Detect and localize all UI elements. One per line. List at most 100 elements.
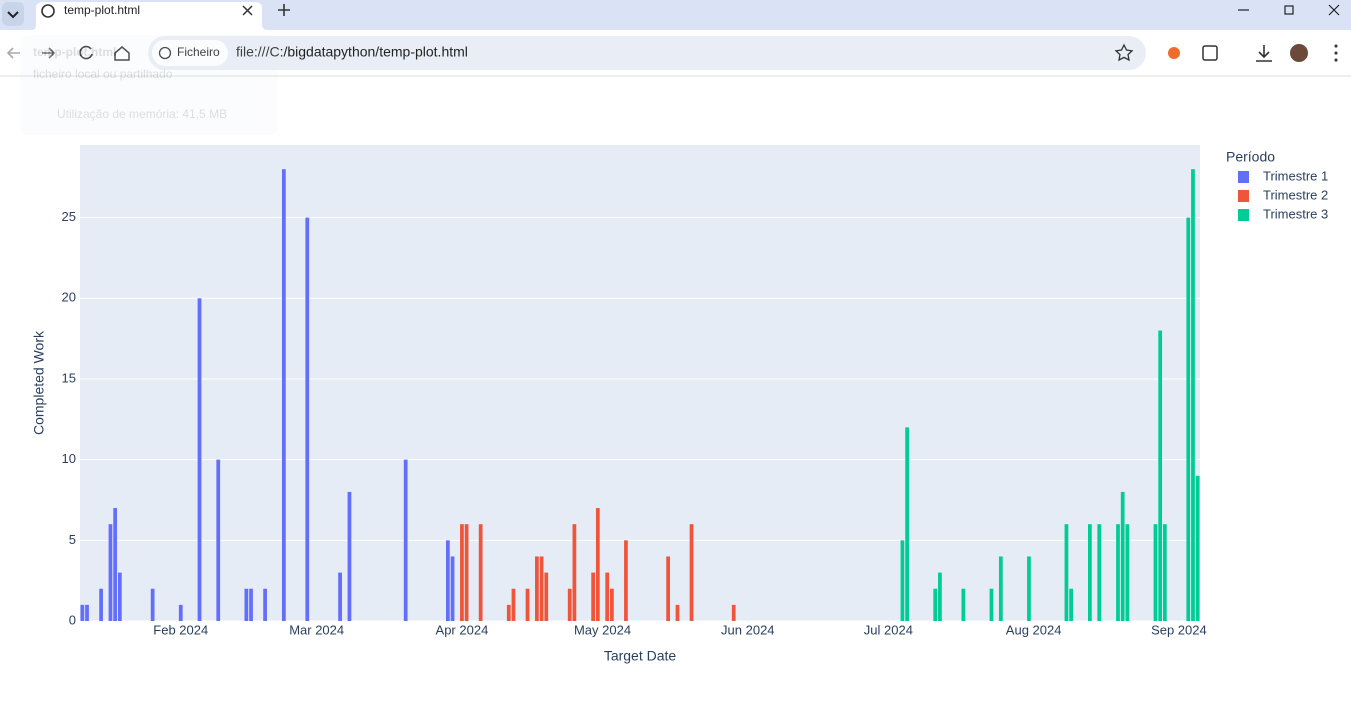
tooltip-box <box>20 35 278 135</box>
bar <box>900 540 905 621</box>
bar <box>731 604 736 621</box>
reload[interactable] <box>79 45 93 60</box>
tab-title: temp-plot.html <box>64 3 140 17</box>
x-axis-title: Target Date <box>604 648 677 664</box>
bar <box>595 508 600 621</box>
x-tick-label: Jun 2024 <box>721 622 775 637</box>
bar <box>938 572 942 621</box>
extensions[interactable] <box>1202 45 1218 61</box>
globe-icon <box>41 4 55 18</box>
address-bar[interactable] <box>148 36 1146 70</box>
bar <box>989 588 994 621</box>
bar <box>1195 475 1200 621</box>
bar <box>591 572 596 621</box>
bar <box>460 524 464 621</box>
bar <box>249 588 253 621</box>
bar <box>338 572 342 621</box>
legend-label: Trimestre 3 <box>1263 206 1328 221</box>
forward[interactable] <box>42 47 56 59</box>
bar <box>675 604 680 621</box>
close-window[interactable] <box>1328 4 1340 16</box>
bar <box>1191 169 1195 622</box>
bar <box>535 556 539 621</box>
bar <box>178 604 183 621</box>
downloads[interactable] <box>1256 45 1272 62</box>
extension-icon[interactable] <box>1168 47 1180 59</box>
bar <box>347 491 352 621</box>
legend-title: Período <box>1226 149 1275 165</box>
bar <box>525 588 530 621</box>
bar <box>1097 524 1102 621</box>
bar <box>998 556 1003 621</box>
y-tick-label: 25 <box>62 209 76 224</box>
bar <box>624 540 628 621</box>
tooltip-title: temp-plot.html <box>33 45 116 59</box>
bar <box>605 572 610 621</box>
chevron-icon <box>7 11 19 19</box>
bar <box>85 604 89 621</box>
bar <box>666 556 670 621</box>
profile[interactable] <box>1290 44 1308 62</box>
x-tick-label: Jul 2024 <box>864 622 913 637</box>
bar <box>305 217 310 621</box>
legend-swatch <box>1238 209 1249 221</box>
bar <box>281 169 286 622</box>
bar <box>1158 330 1163 621</box>
bar <box>511 588 516 621</box>
y-axis-title: Completed Work <box>31 330 47 435</box>
bar <box>572 524 577 621</box>
bar <box>113 508 118 621</box>
tab-search[interactable] <box>2 2 24 26</box>
y-tick-label: 15 <box>62 370 76 385</box>
active-tab[interactable] <box>32 2 268 30</box>
bar <box>478 524 483 621</box>
bar <box>216 459 221 621</box>
bar <box>445 540 450 621</box>
x-tick-label: Mar 2024 <box>289 622 344 637</box>
bar <box>1153 524 1158 621</box>
site-chip[interactable] <box>152 40 228 66</box>
bar <box>1162 524 1167 621</box>
bar <box>150 588 155 621</box>
bar <box>1186 217 1191 621</box>
bookmark[interactable] <box>1114 43 1134 62</box>
bar <box>450 556 455 621</box>
bar <box>544 572 549 621</box>
bar <box>905 427 909 621</box>
x-tick-label: Aug 2024 <box>1006 622 1062 637</box>
bar <box>961 588 966 621</box>
x-tick-label: Feb 2024 <box>153 622 208 637</box>
bar <box>80 604 85 621</box>
tab-close[interactable] <box>242 5 253 16</box>
x-tick-label: May 2024 <box>574 622 631 637</box>
url: file:///C:/bigdatapython/temp-plot.html <box>236 44 468 60</box>
plot-area <box>80 145 1200 621</box>
y-tick-label: 0 <box>69 612 76 627</box>
bar <box>197 298 202 621</box>
new-tab[interactable] <box>278 4 290 16</box>
bar <box>99 588 103 621</box>
tooltip-memory: Utilização de memória: 41,5 MB <box>57 107 227 121</box>
legend-swatch <box>1238 171 1249 183</box>
x-tick-label: Apr 2024 <box>436 622 489 637</box>
bar <box>1064 524 1069 621</box>
legend-swatch <box>1238 190 1249 202</box>
tooltip-subtitle: ficheiro local ou partilhado <box>33 67 173 81</box>
restore[interactable] <box>1284 5 1294 15</box>
legend-label: Trimestre 1 <box>1263 168 1328 183</box>
bar <box>506 604 511 621</box>
y-tick-label: 5 <box>69 532 76 547</box>
bar <box>1125 524 1130 621</box>
bar <box>1069 588 1074 621</box>
y-tick-label: 20 <box>62 290 76 305</box>
back[interactable] <box>6 47 20 59</box>
bar <box>539 556 544 621</box>
home[interactable] <box>114 46 130 61</box>
bar <box>933 588 938 621</box>
bar <box>263 588 267 621</box>
bar <box>117 572 122 621</box>
bar <box>403 459 408 621</box>
bar <box>689 524 694 621</box>
